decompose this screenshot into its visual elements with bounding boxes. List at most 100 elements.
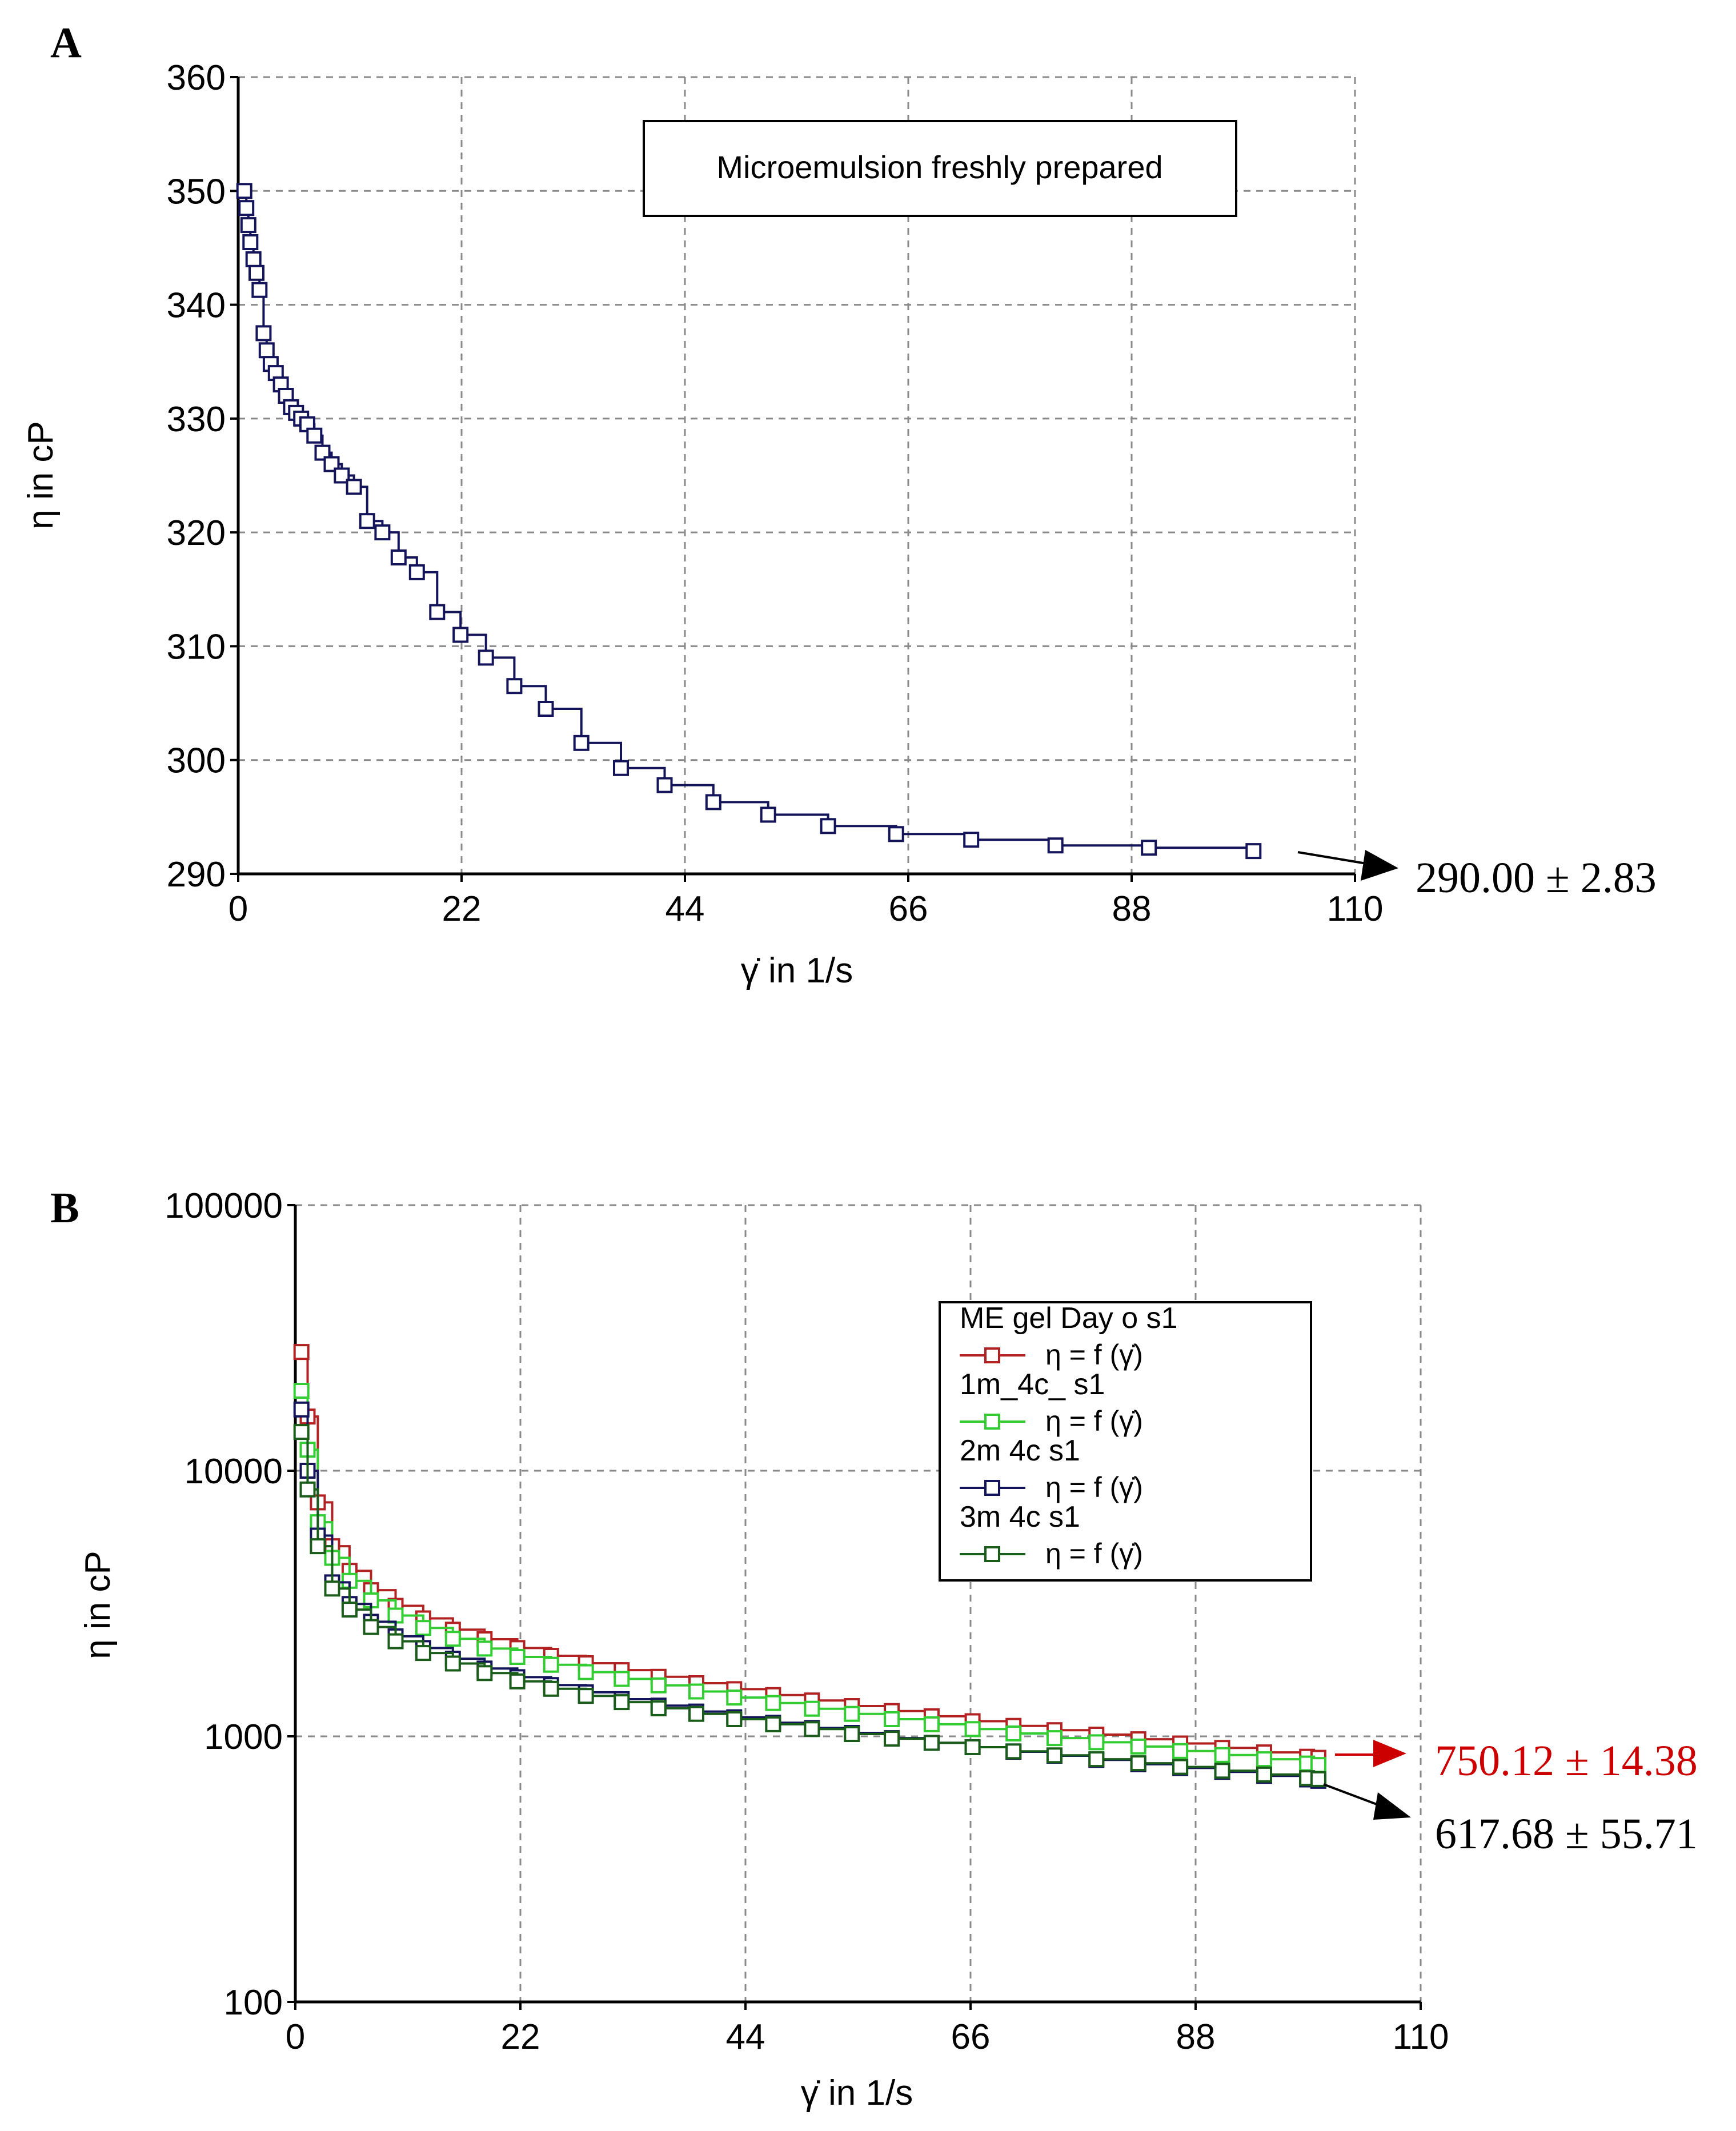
b-data-point [765, 1695, 781, 1711]
b-x-tick-label: 88 [1176, 2017, 1216, 2057]
b-data-point [415, 1620, 431, 1636]
a-y-tick-label: 330 [167, 400, 226, 439]
panel-b-x-ticks: 0 22 44 66 88 110 [286, 2002, 1449, 2057]
panel-a-chart: A 0 22 44 66 88 110 290300310320330340350360 … [21, 19, 1657, 990]
b-y-tick-label: 100 [224, 1983, 283, 2022]
b-data-point [476, 1640, 493, 1657]
b-data-point [324, 1580, 340, 1597]
a-y-tick-label: 360 [167, 58, 226, 98]
b-data-point [293, 1383, 310, 1399]
a-data-point [1047, 837, 1064, 854]
panel-b-legend-entry: η = f (γ̇) [1045, 1471, 1143, 1503]
b-data-point [299, 1481, 316, 1498]
b-y-tick-label: 100000 [165, 1186, 283, 1226]
b-data-point [1310, 1757, 1326, 1773]
b-data-point [1310, 1771, 1326, 1787]
b-data-point [1130, 1738, 1146, 1755]
a-data-point [390, 549, 407, 565]
b-data-point [1130, 1755, 1146, 1772]
panel-b-chart: B 0 22 44 66 88 110 100 1000 10000 100000 γ̇ in … [50, 1184, 1698, 2113]
a-data-point [963, 832, 980, 848]
panel-b-legend-marker-sample [984, 1347, 1000, 1363]
a-data-point [240, 217, 256, 234]
a-data-point [346, 479, 362, 495]
b-y-tick-label: 1000 [204, 1717, 283, 1757]
a-data-point [255, 325, 272, 342]
a-data-point [408, 564, 425, 580]
a-data-point [820, 818, 836, 834]
a-y-tick-label: 300 [167, 741, 226, 781]
b-data-point [444, 1655, 461, 1672]
a-series-1 [236, 183, 1262, 860]
panel-b-legend: ME gel Day o s1η = f (γ̇)1m_4c_ s1η = f … [939, 1301, 1312, 1582]
b-data-point [1046, 1747, 1063, 1764]
a-data-point [452, 627, 469, 643]
b-data-point [444, 1631, 461, 1647]
b-data-point [688, 1683, 704, 1700]
a-y-tick-label: 320 [167, 513, 226, 553]
b-data-point [476, 1665, 493, 1681]
b-data-point [509, 1673, 526, 1689]
panel-a-y-axis-label: η in cP [21, 421, 61, 529]
b-data-point [884, 1711, 900, 1727]
b-data-point [1088, 1751, 1105, 1768]
b-data-point [726, 1711, 743, 1727]
panel-a-annotation-arrow [1297, 850, 1398, 881]
panel-b-legend-entry: η = f (γ̇) [1045, 1405, 1143, 1437]
a-series-line [244, 190, 1255, 852]
a-data-point [573, 735, 590, 751]
a-x-tick-label: 66 [889, 889, 928, 929]
b-data-point [1088, 1734, 1105, 1751]
a-data-point [359, 513, 375, 529]
b-data-point [804, 1700, 820, 1717]
panel-b-legend-entry: η = f (γ̇) [1045, 1339, 1143, 1371]
panel-a-label: A [50, 19, 82, 67]
a-y-tick-label: 290 [167, 855, 226, 894]
a-data-point [1141, 840, 1157, 856]
b-data-point [415, 1645, 431, 1662]
a-data-point [242, 234, 259, 250]
b-data-point [844, 1705, 860, 1722]
a-data-point [760, 806, 776, 823]
b-x-tick-label: 110 [1393, 2017, 1449, 2057]
b-data-point [923, 1716, 940, 1732]
a-data-point [245, 251, 262, 267]
a-data-point [656, 777, 673, 793]
b-data-point [1172, 1743, 1189, 1759]
a-data-point [538, 701, 554, 717]
b-data-point [341, 1602, 358, 1618]
b-data-point [578, 1688, 594, 1704]
panel-b-legend-series-name: 1m_4c_ s1 [960, 1368, 1105, 1401]
b-data-point [387, 1633, 404, 1650]
a-x-tick-label: 110 [1327, 889, 1384, 929]
panel-a-series [236, 183, 1262, 860]
b-data-point [1214, 1747, 1230, 1763]
a-data-point [888, 826, 904, 842]
panel-b-series [293, 1344, 1326, 1789]
a-y-tick-label: 340 [167, 286, 226, 326]
b-data-point [1256, 1766, 1272, 1783]
a-data-point [705, 794, 721, 810]
panel-a-x-axis-label: γ̇ in 1/s [741, 951, 853, 990]
panel-b-legend-series-name: ME gel Day o s1 [960, 1302, 1178, 1335]
a-data-point [478, 649, 494, 666]
panel-b-legend-marker-sample [984, 1414, 1000, 1430]
b-data-point [923, 1735, 940, 1751]
panel-b-annotation-arrow-red [1335, 1740, 1406, 1767]
b-data-point [844, 1726, 860, 1742]
panel-b-legend-series-name: 2m 4c s1 [960, 1434, 1080, 1467]
b-data-point [293, 1424, 310, 1440]
panel-a-y-ticks: 290 300 310 320 330 340 350 360 [167, 58, 238, 894]
a-data-point [613, 760, 629, 776]
a-data-point [236, 183, 252, 199]
b-data-point [1172, 1759, 1189, 1775]
b-data-point [578, 1664, 594, 1680]
b-data-point [688, 1705, 704, 1722]
b-data-point [884, 1731, 900, 1747]
panel-b-annotation-black: 617.68 ± 55.71 [1435, 1810, 1698, 1858]
panel-a-legend-box: Microemulsion freshly prepared [643, 120, 1237, 217]
a-data-point [238, 200, 255, 216]
a-y-tick-label: 350 [167, 172, 226, 211]
panel-b-legend-entry: η = f (γ̇) [1045, 1538, 1143, 1570]
